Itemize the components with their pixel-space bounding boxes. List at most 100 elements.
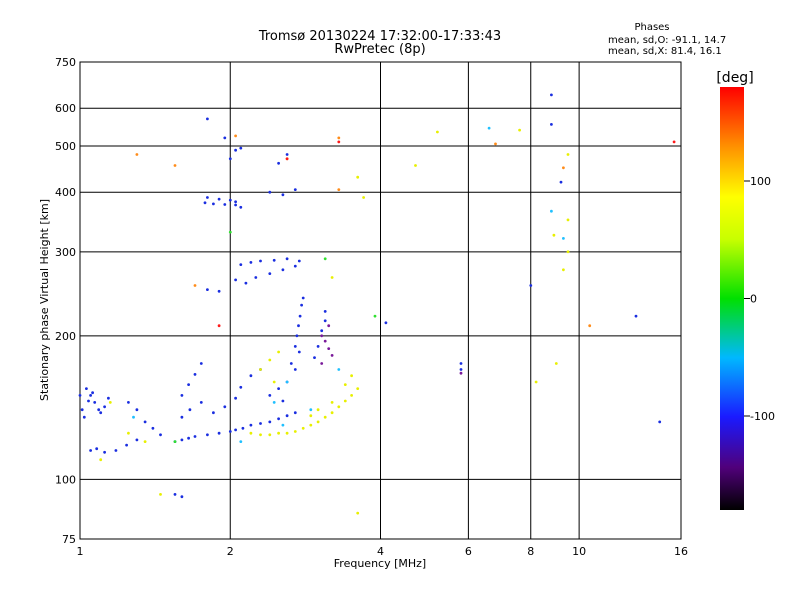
- data-point: [228, 157, 232, 161]
- data-point: [285, 414, 289, 418]
- data-point: [277, 387, 280, 390]
- data-point: [559, 180, 563, 184]
- data-point: [234, 203, 238, 207]
- data-point: [234, 428, 238, 432]
- data-point: [272, 401, 276, 404]
- data-point: [554, 362, 558, 365]
- data-point: [281, 399, 285, 403]
- data-point: [268, 190, 272, 194]
- data-point: [414, 164, 417, 167]
- data-point: [114, 449, 118, 452]
- data-point: [356, 175, 360, 179]
- data-point: [239, 440, 243, 443]
- data-point: [228, 230, 232, 234]
- data-point: [323, 257, 327, 261]
- data-point: [356, 387, 360, 390]
- y-tick-label: 600: [55, 102, 76, 115]
- data-point: [330, 401, 334, 404]
- data-point: [272, 258, 276, 262]
- data-point: [95, 447, 99, 451]
- colorbar-ticks: 100 0 -100: [744, 175, 775, 423]
- chart-title: Tromsø 20130224 17:32:00-17:33:43: [258, 29, 501, 44]
- y-tick-label: 75: [62, 533, 76, 546]
- data-point: [658, 420, 662, 424]
- data-point: [566, 153, 570, 156]
- data-point: [550, 209, 553, 213]
- data-point: [566, 250, 570, 254]
- data-point: [173, 493, 177, 496]
- y-tick-label: 100: [55, 473, 76, 486]
- data-point: [562, 237, 565, 240]
- data-point: [350, 374, 353, 378]
- data-point: [89, 394, 92, 397]
- data-point: [289, 362, 293, 365]
- data-point: [234, 200, 238, 204]
- data-point: [343, 399, 347, 403]
- data-point: [529, 284, 533, 287]
- data-point: [337, 140, 341, 144]
- stats-title: Phases: [634, 22, 669, 33]
- data-point: [199, 401, 203, 404]
- data-point: [135, 153, 139, 156]
- data-point: [534, 380, 538, 384]
- data-point: [330, 276, 334, 279]
- data-point: [293, 411, 297, 415]
- data-point: [327, 347, 331, 350]
- data-point: [135, 438, 139, 442]
- data-point: [187, 383, 191, 386]
- data-point: [239, 263, 243, 266]
- data-point: [223, 405, 227, 409]
- data-point: [337, 368, 341, 371]
- data-point: [259, 422, 262, 425]
- data-point: [180, 394, 184, 397]
- data-point: [293, 345, 297, 348]
- data-point: [241, 426, 245, 430]
- data-point: [212, 202, 215, 206]
- data-point: [103, 405, 106, 409]
- data-point: [293, 430, 297, 433]
- data-point: [323, 319, 327, 323]
- data-point: [297, 324, 300, 328]
- data-point: [234, 396, 238, 400]
- data-point: [550, 93, 553, 97]
- data-point: [293, 188, 297, 192]
- colorbar-tick-label: -100: [750, 410, 775, 423]
- data-point: [82, 415, 86, 419]
- data-point: [285, 431, 289, 435]
- data-point: [487, 126, 491, 130]
- data-point: [268, 433, 272, 437]
- data-point: [297, 259, 301, 263]
- data-point: [459, 368, 463, 371]
- data-point: [228, 430, 232, 433]
- data-point: [320, 362, 324, 365]
- data-point: [239, 205, 243, 209]
- y-tick-label: 400: [55, 186, 76, 199]
- data-point: [99, 458, 103, 462]
- data-point: [85, 387, 88, 390]
- data-point: [309, 423, 313, 427]
- data-point: [320, 334, 324, 338]
- data-point: [459, 362, 463, 365]
- data-point: [206, 433, 209, 437]
- data-point: [350, 394, 353, 397]
- x-tick-label: 8: [527, 545, 534, 558]
- data-point: [234, 148, 238, 152]
- data-point: [223, 136, 227, 140]
- data-point: [343, 383, 347, 386]
- data-point: [316, 420, 320, 424]
- data-point: [277, 431, 280, 435]
- y-tick-label: 750: [55, 56, 76, 69]
- x-tick-label: 4: [377, 545, 384, 558]
- data-point: [330, 411, 334, 415]
- data-point: [135, 408, 139, 412]
- data-point: [300, 303, 303, 307]
- data-point: [277, 417, 280, 421]
- data-point: [125, 443, 128, 447]
- data-point: [285, 157, 289, 161]
- data-point: [206, 288, 209, 291]
- data-point: [143, 440, 147, 443]
- data-point: [217, 289, 221, 293]
- data-point: [249, 423, 253, 427]
- data-point: [193, 284, 197, 287]
- data-point: [337, 405, 341, 409]
